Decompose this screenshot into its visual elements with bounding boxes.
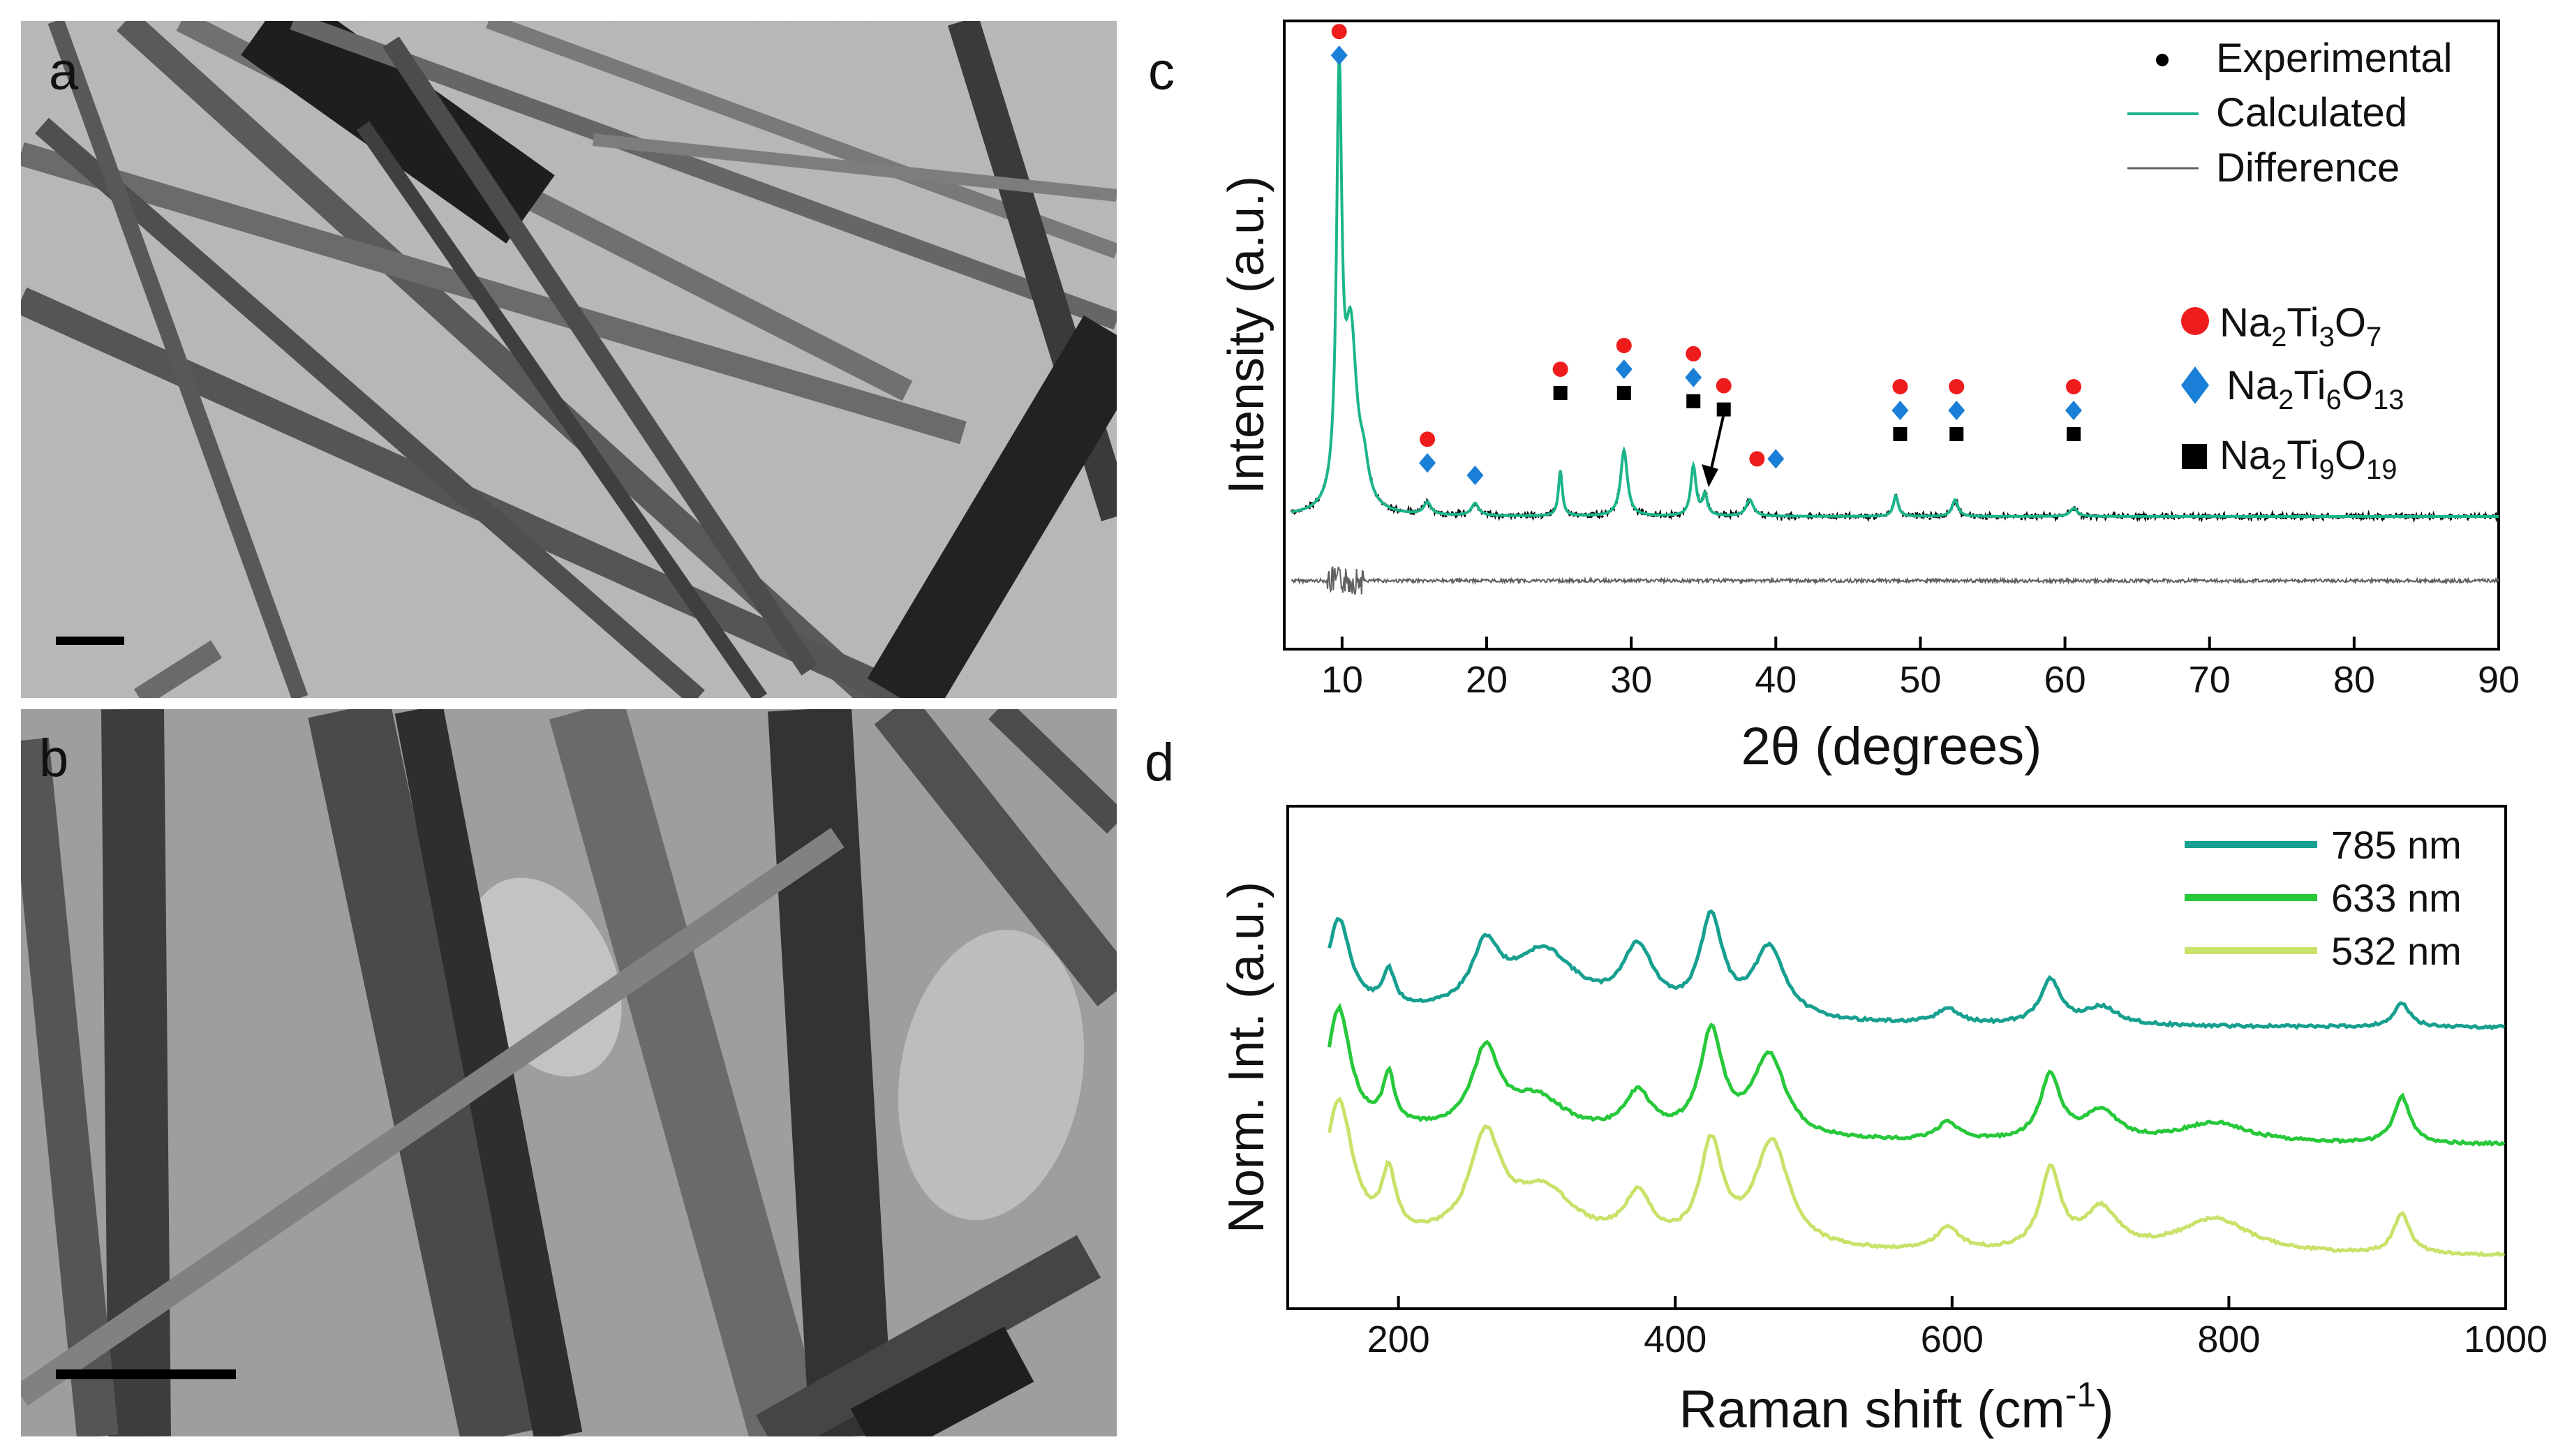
panel-label-b: b xyxy=(39,729,68,788)
xrd-marker-na2ti3o7 xyxy=(1949,379,1965,394)
xrd-marker-na2ti9o19 xyxy=(1893,427,1908,441)
phase-legend-na2ti9o19: Na2Ti9O19 xyxy=(2220,433,2397,485)
raman-x-axis-title: Raman shift (cm-1) xyxy=(1679,1375,2113,1439)
raman-tick-label: 200 xyxy=(1367,1318,1430,1360)
phase-legend-na2ti3o7: Na2Ti3O7 xyxy=(2220,300,2381,352)
xrd-marker-na2ti9o19 xyxy=(1716,402,1731,417)
panel-label-a: a xyxy=(49,42,79,101)
phase-legend-circle xyxy=(2181,307,2209,335)
xrd-tick-label: 10 xyxy=(1321,659,1363,701)
xrd-marker-na2ti3o7 xyxy=(1331,24,1347,40)
legend-experimental-label: Experimental xyxy=(2216,36,2452,81)
micrograph-a: a xyxy=(21,21,1117,698)
xrd-chart: c 10 20 30 40 50 60 70 80 90 2θ (degrees) Intens… xyxy=(1148,20,2520,776)
xrd-marker-na2ti3o7 xyxy=(2066,379,2081,394)
xrd-plot-frame xyxy=(1283,20,2500,651)
xrd-marker-na2ti6o13 xyxy=(1948,401,1965,420)
raman-series-532-nm xyxy=(1328,1097,2506,1258)
raman-tick-label: 400 xyxy=(1644,1318,1707,1360)
raman-y-axis-title: Norm. Int. (a.u.) xyxy=(1219,882,1274,1233)
raman-legend-label: 785 nm xyxy=(2331,823,2462,867)
raman-tick-label: 600 xyxy=(1921,1318,1984,1360)
xrd-marker-na2ti6o13 xyxy=(1615,359,1633,379)
xrd-marker-na2ti3o7 xyxy=(1716,378,1732,394)
xrd-marker-na2ti6o13 xyxy=(1330,45,1348,66)
xrd-marker-na2ti6o13 xyxy=(1685,367,1702,387)
phase-legend-square xyxy=(2182,444,2207,469)
raman-tick-label: 800 xyxy=(2197,1318,2260,1360)
legend-experimental-marker xyxy=(2156,54,2169,66)
raman-chart: d 200 400 600 800 1000 785 nm 633 nm 532 nm Ra… xyxy=(1145,733,2548,1439)
panel-label-c: c xyxy=(1148,42,1175,101)
xrd-tick-label: 20 xyxy=(1466,659,1508,701)
micrograph-b: b xyxy=(21,709,1117,1436)
raman-legend: 785 nm 633 nm 532 nm xyxy=(2185,823,2462,973)
xrd-marker-na2ti3o7 xyxy=(1749,451,1765,467)
xrd-y-axis-title: Intensity (a.u.) xyxy=(1219,176,1274,494)
xrd-phase-markers xyxy=(1330,24,2082,485)
xrd-marker-na2ti9o19 xyxy=(1686,394,1701,408)
xrd-marker-na2ti6o13 xyxy=(1419,453,1436,473)
phase-legend-na2ti6o13: Na2Ti6O13 xyxy=(2226,363,2404,415)
xrd-marker-na2ti6o13 xyxy=(2065,401,2082,420)
legend-difference-label: Difference xyxy=(2216,145,2400,191)
raman-series-633-nm xyxy=(1328,1002,2506,1147)
xrd-tick-label: 60 xyxy=(2044,659,2086,701)
xrd-marker-na2ti9o19 xyxy=(1616,386,1631,400)
xrd-marker-na2ti3o7 xyxy=(1420,431,1436,447)
xrd-calculated-series xyxy=(1291,54,2499,518)
xrd-marker-na2ti9o19 xyxy=(1949,427,1964,441)
xrd-x-ticks: 10 20 30 40 50 60 70 80 90 xyxy=(1321,637,2520,701)
xrd-marker-na2ti3o7 xyxy=(1686,346,1702,362)
nanorods-a xyxy=(21,21,1117,698)
legend-calculated-label: Calculated xyxy=(2216,90,2407,135)
xrd-x-axis-title: 2θ (degrees) xyxy=(1741,717,2042,776)
raman-series-group xyxy=(1328,909,2506,1258)
xrd-marker-na2ti9o19 xyxy=(2067,427,2081,441)
xrd-marker-na2ti9o19 xyxy=(1553,386,1568,400)
raman-plot-frame xyxy=(1286,805,2507,1310)
xrd-marker-na2ti6o13 xyxy=(1767,449,1785,469)
raman-tick-label: 1000 xyxy=(2464,1318,2548,1360)
xrd-difference-series xyxy=(1291,565,2499,595)
xrd-tick-label: 50 xyxy=(1899,659,1941,701)
phase-legend: Na2Ti3O7 Na2Ti6O13 Na2Ti9O19 xyxy=(2181,300,2404,485)
raman-legend-label: 532 nm xyxy=(2331,929,2462,973)
xrd-tick-label: 30 xyxy=(1610,659,1652,701)
xrd-marker-na2ti6o13 xyxy=(1466,466,1484,485)
xrd-tick-label: 40 xyxy=(1755,659,1797,701)
raman-series-785-nm xyxy=(1328,909,2506,1031)
xrd-marker-na2ti3o7 xyxy=(1616,338,1632,353)
xrd-legend: Experimental Calculated Difference xyxy=(2127,36,2452,191)
xrd-marker-na2ti6o13 xyxy=(1891,401,1909,420)
xrd-tick-label: 70 xyxy=(2189,659,2231,701)
panel-label-d: d xyxy=(1145,733,1174,792)
raman-legend-label: 633 nm xyxy=(2331,876,2462,920)
phase-legend-diamond xyxy=(2181,366,2209,404)
scale-bar-b xyxy=(56,1369,236,1379)
xrd-arrow xyxy=(1702,413,1725,487)
raman-x-ticks: 200 400 600 800 1000 xyxy=(1367,1296,2548,1360)
scale-bar-a xyxy=(56,637,124,645)
nanorods-b xyxy=(21,709,1117,1436)
xrd-marker-na2ti3o7 xyxy=(1552,362,1568,377)
xrd-marker-na2ti3o7 xyxy=(1892,379,1908,394)
xrd-tick-label: 90 xyxy=(2478,659,2520,701)
xrd-tick-label: 80 xyxy=(2333,659,2375,701)
